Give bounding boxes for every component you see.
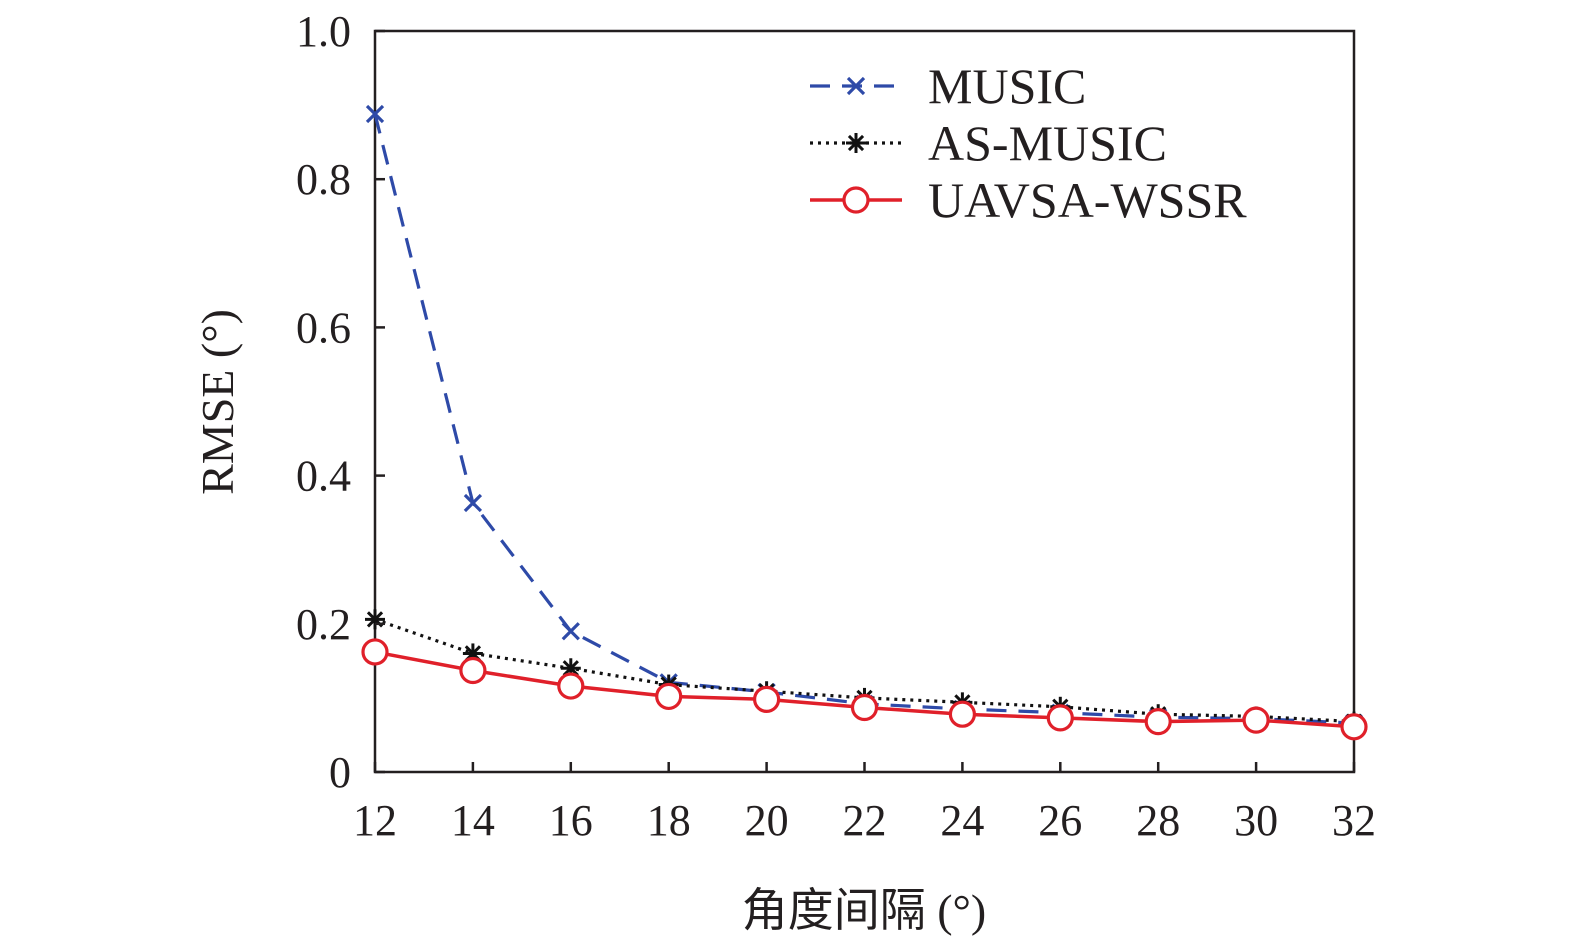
x-tick-label: 16 xyxy=(549,796,593,845)
y-tick-label: 0.4 xyxy=(296,452,351,501)
legend-marker xyxy=(846,133,866,153)
marker-stroke xyxy=(366,611,384,628)
legend-label: UAVSA-WSSR xyxy=(928,172,1247,228)
x-tick-label: 12 xyxy=(353,796,397,845)
x-tick-label: 28 xyxy=(1136,796,1180,845)
x-tick-label: 26 xyxy=(1038,796,1082,845)
legend-item: UAVSA-WSSR xyxy=(810,172,1247,228)
data-point xyxy=(560,658,581,679)
data-point xyxy=(948,700,977,728)
marker-stroke xyxy=(562,660,579,677)
marker-stroke xyxy=(847,134,865,152)
y-tick-label: 0.6 xyxy=(296,303,351,352)
y-tick-label: 1.0 xyxy=(296,7,351,56)
data-point xyxy=(557,672,585,700)
x-tick-label: 30 xyxy=(1234,796,1278,845)
data-point xyxy=(655,682,683,711)
ticks-layer: 12 14 16 18 20 22 24 26 28 30 32 0 0.2 0.4 0.6 0.8 1.0 xyxy=(296,7,1376,845)
data-point xyxy=(1340,713,1368,741)
legend-label: MUSIC xyxy=(928,58,1086,114)
legend-item: MUSIC xyxy=(810,58,1086,114)
y-tick-label: 0.2 xyxy=(296,600,351,649)
data-point xyxy=(752,685,781,713)
legend-marker xyxy=(846,76,866,96)
x-tick-label: 24 xyxy=(940,796,984,845)
data-point xyxy=(1144,708,1172,736)
y-tick-label: 0 xyxy=(329,748,351,797)
data-point xyxy=(1242,706,1270,734)
x-tick-label: 32 xyxy=(1332,796,1376,845)
y-axis-label: RMSE (°) xyxy=(192,309,243,495)
x-tick-label: 22 xyxy=(843,796,887,845)
legend-label: AS-MUSIC xyxy=(928,115,1167,171)
data-point xyxy=(459,656,487,685)
x-tick-label: 14 xyxy=(451,796,495,845)
series-layer xyxy=(361,104,1368,741)
x-axis-label: 角度间隔 (°) xyxy=(742,885,987,936)
x-tick-label: 20 xyxy=(745,796,789,845)
legend-marker xyxy=(842,186,870,214)
data-point xyxy=(850,693,879,722)
marker-stroke xyxy=(463,493,483,513)
y-tick-label: 0.8 xyxy=(296,155,351,204)
series-uavsa-wssr xyxy=(361,638,1368,741)
data-point xyxy=(1046,704,1074,732)
data-point xyxy=(561,622,580,641)
data-point xyxy=(463,493,483,513)
data-point xyxy=(365,609,385,630)
x-tick-label: 18 xyxy=(647,796,691,845)
data-point xyxy=(361,638,389,666)
marker-stroke xyxy=(846,76,866,96)
marker-stroke xyxy=(561,622,580,641)
data-point xyxy=(365,104,385,124)
legend-item: AS-MUSIC xyxy=(810,115,1167,171)
marker-stroke xyxy=(365,104,385,124)
